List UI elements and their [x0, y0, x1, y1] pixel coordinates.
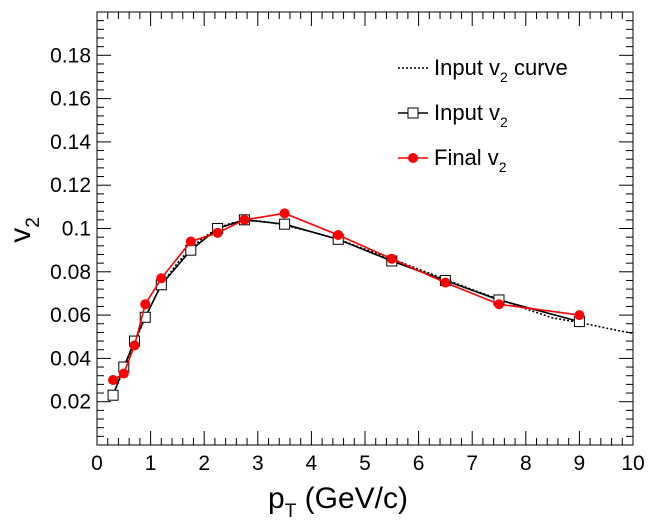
y-tick-label: 0.1	[62, 218, 91, 241]
x-tick-label: 10	[621, 452, 644, 475]
final-v2-point	[494, 299, 504, 310]
final-v2-point	[440, 277, 451, 288]
input-v2-point	[107, 389, 119, 401]
x-tick-label: 4	[306, 452, 318, 475]
final-v2-point	[386, 253, 397, 264]
x-tick-label: 2	[198, 452, 210, 475]
x-tick-label: 8	[520, 452, 532, 475]
legend-input-label: Input v2	[434, 100, 508, 130]
legend-final-label: Final v2	[434, 145, 507, 175]
x-tick-label: 1	[145, 452, 157, 475]
y-tick-label: 0.02	[50, 391, 91, 414]
legend-input-swatch-marker	[407, 107, 419, 119]
x-tick-label: 5	[359, 452, 371, 475]
y-tick-label: 0.06	[50, 304, 91, 327]
y-axis-title: v2	[4, 217, 44, 243]
final-v2-point	[129, 340, 140, 351]
input-v2-point	[279, 218, 291, 230]
final-v2-point	[108, 375, 119, 386]
y-tick-label: 0.14	[50, 131, 91, 154]
y-tick-label: 0.08	[50, 261, 91, 284]
final-v2-point	[212, 227, 223, 238]
final-v2-point	[333, 229, 344, 240]
series-layer	[107, 208, 634, 401]
input-v2-point	[139, 311, 151, 323]
x-tick-label: 6	[413, 452, 425, 475]
x-tick-label: 0	[91, 452, 103, 475]
final-v2-line	[112, 212, 580, 381]
x-tick-label: 3	[252, 452, 264, 475]
x-axis-title: pT (GeV/c)	[268, 482, 408, 522]
input-v2-line	[112, 219, 580, 396]
final-v2-point	[239, 214, 250, 225]
final-v2-point	[140, 299, 151, 310]
final-v2-point	[574, 310, 585, 321]
y-tick-label: 0.18	[50, 44, 91, 67]
x-tick-label: 9	[574, 452, 586, 475]
axis-ticks	[96, 11, 634, 446]
tick-labels: 0 1 2 3 4 5 6 7 8 9 10 0.02 0.04 0.06 0.08 0.1 0.12 0.14 0…	[50, 44, 645, 475]
y-tick-label: 0.12	[50, 174, 91, 197]
final-v2-point	[279, 208, 290, 219]
final-v2-point	[156, 273, 167, 284]
final-v2-point	[118, 368, 129, 379]
legend-final-swatch-marker	[408, 153, 418, 163]
final-v2-point	[185, 236, 196, 247]
legend: Input v2 curve Input v2 Final v2	[398, 55, 568, 175]
y-tick-label: 0.16	[50, 88, 91, 111]
x-tick-label: 7	[466, 452, 478, 475]
legend-curve-label: Input v2 curve	[434, 55, 568, 85]
y-tick-label: 0.04	[50, 347, 91, 370]
